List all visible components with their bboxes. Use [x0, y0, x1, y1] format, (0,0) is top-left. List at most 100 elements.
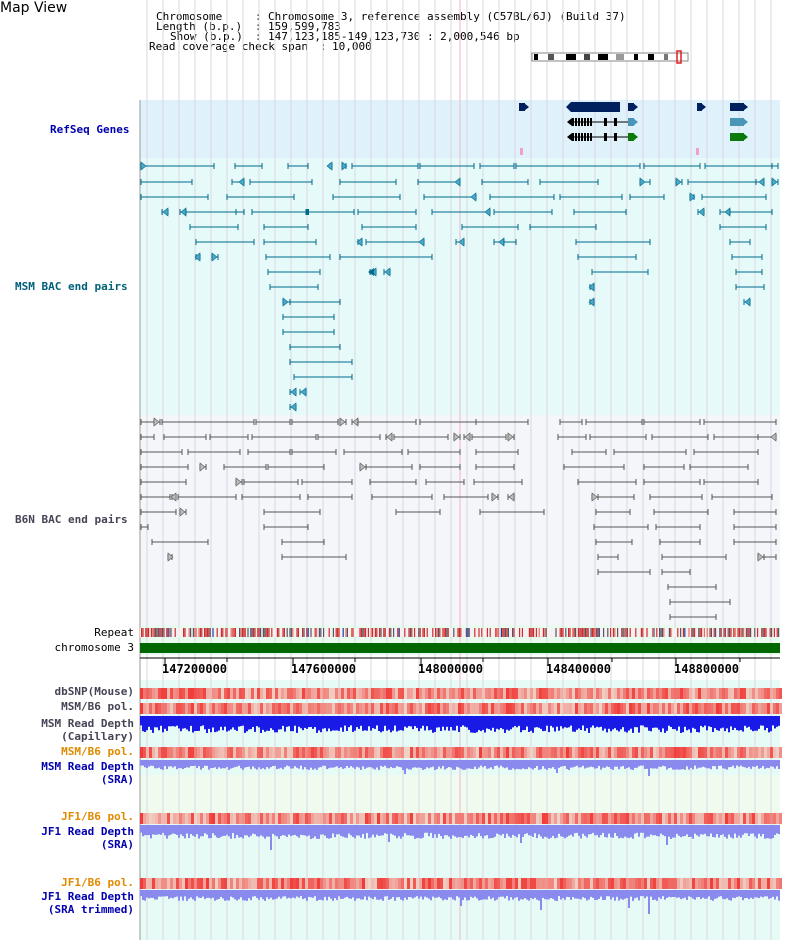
depth-bar [378, 716, 380, 731]
depth-bar [402, 890, 404, 901]
depth-bar [706, 760, 708, 769]
depth-bar [588, 825, 590, 835]
heatmap-cell [566, 688, 569, 699]
heatmap-cell [167, 703, 170, 714]
depth-bar [304, 890, 306, 899]
b6n-bac-track[interactable] [140, 417, 777, 620]
depth-bar [178, 716, 180, 729]
depth-bar [682, 890, 684, 899]
heatmap-cell [221, 703, 224, 714]
depth-bar [718, 760, 720, 766]
depth-bar [490, 760, 492, 768]
heatmap-cell [251, 878, 254, 889]
heatmap-cell [458, 747, 461, 758]
depth-bar [642, 760, 644, 766]
heatmap-cell [329, 878, 332, 889]
depth-bar [730, 760, 732, 767]
depth-bar [258, 760, 260, 768]
depth-bar [616, 716, 618, 731]
depth-bar [672, 825, 674, 838]
depth-bar [694, 825, 696, 834]
depth-bar [314, 890, 316, 897]
depth-bar [352, 716, 354, 732]
repeat-element [254, 628, 256, 637]
depth-bar [478, 825, 480, 834]
depth-tracks[interactable] [140, 716, 780, 914]
heatmap-cell [458, 878, 461, 889]
repeat-element [220, 628, 222, 637]
heatmap-cell [713, 747, 716, 758]
depth-bar [772, 890, 774, 897]
heatmap-cell [605, 688, 608, 699]
heatmap-cell [701, 813, 704, 824]
heatmap-cell [584, 747, 587, 758]
msm-bac-track[interactable] [140, 161, 779, 412]
depth-bar [304, 825, 306, 836]
depth-bar [608, 890, 610, 897]
chromosome-ideogram[interactable] [531, 50, 689, 64]
depth-bar [646, 716, 648, 728]
repeat-track[interactable] [140, 628, 780, 637]
depth-bar [352, 760, 354, 768]
heatmap-cell [488, 703, 491, 714]
depth-bar [656, 825, 658, 837]
depth-bar [658, 716, 660, 730]
repeat-element [591, 628, 593, 637]
heatmap-cell [746, 703, 749, 714]
refseq-genes-track[interactable] [519, 102, 748, 155]
repeat-element [682, 628, 684, 637]
depth-bar [668, 760, 670, 769]
heatmap-cell [377, 813, 380, 824]
depth-bar [494, 890, 496, 901]
heatmap-cell [470, 703, 473, 714]
gene-exon [572, 133, 574, 141]
depth-bar [774, 716, 776, 729]
repeat-element [505, 628, 507, 637]
heatmap-cell [377, 688, 380, 699]
heatmap-cell [587, 813, 590, 824]
chromosome-band [140, 643, 780, 653]
heatmap-cell [707, 688, 710, 699]
heatmap-cell [494, 813, 497, 824]
repeat-element [622, 628, 624, 637]
depth-bar [300, 825, 302, 835]
bac-pair-arrow [356, 237, 363, 247]
heatmap-cell [665, 813, 668, 824]
heatmap-cell [281, 747, 284, 758]
heatmap-cell [635, 703, 638, 714]
depth-bar [596, 760, 598, 769]
depth-bar [304, 716, 306, 728]
heatmap-cell [689, 813, 692, 824]
depth-bar [150, 716, 152, 730]
heatmap-cell [722, 703, 725, 714]
depth-bar [672, 716, 674, 730]
heatmap-cell [746, 878, 749, 889]
depth-bar [532, 890, 534, 899]
heatmap-cell [293, 813, 296, 824]
repeat-element [418, 628, 420, 637]
depth-bar [208, 825, 210, 839]
heatmap-cell [545, 703, 548, 714]
heatmap-cell [395, 703, 398, 714]
chromosome-bar[interactable] [140, 643, 780, 666]
depth-bar [394, 890, 396, 901]
heatmap-cell [521, 878, 524, 889]
heatmap-cell [422, 878, 425, 889]
heatmap-cell [320, 688, 323, 699]
repeat-element [748, 628, 750, 637]
depth-bar [408, 716, 410, 727]
depth-bar [238, 760, 240, 766]
depth-bar [464, 825, 466, 836]
heatmap-cell [272, 878, 275, 889]
heatmap-tracks[interactable] [140, 688, 782, 889]
depth-bar [270, 890, 272, 898]
heatmap-cell [659, 703, 662, 714]
heatmap-cell [311, 878, 314, 889]
heatmap-cell [332, 813, 335, 824]
depth-bar [370, 760, 372, 768]
heatmap-cell [530, 703, 533, 714]
heatmap-cell [572, 703, 575, 714]
heatmap-cell [440, 878, 443, 889]
depth-bar [716, 825, 718, 835]
depth-bar [460, 825, 462, 838]
